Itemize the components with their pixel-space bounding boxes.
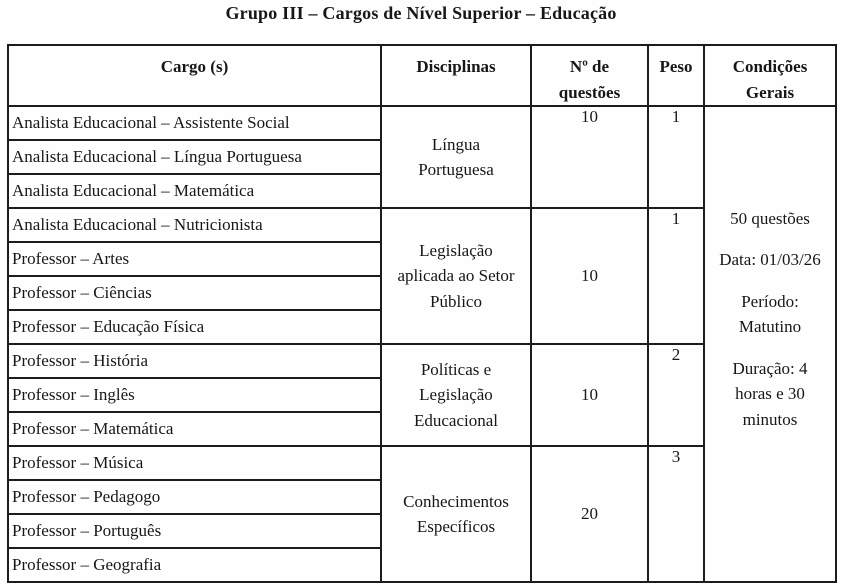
peso-cell: 3 — [647, 445, 705, 583]
cargo-cell: Professor – Ciências — [7, 275, 382, 311]
num-questoes-cell: 20 — [530, 445, 649, 583]
table-row: Professor – Inglês — [7, 377, 836, 413]
table-row: Professor – Geografia — [7, 547, 836, 583]
table-row: Professor – Música Conhecimentos Específ… — [7, 445, 836, 583]
column-header-num-questoes: Nº de questões — [530, 44, 649, 107]
table-row: Professor – Ciências — [7, 275, 836, 311]
cargo-cell: Analista Educacional – Nutricionista — [7, 207, 382, 243]
cargo-cell: Professor – Educação Física — [7, 309, 382, 345]
disciplina-cell-lingua-portuguesa: Língua Portuguesa — [380, 105, 532, 209]
cargo-cell: Analista Educacional – Assistente Social — [7, 105, 382, 141]
table-row: Professor – Matemática — [7, 411, 836, 447]
cargo-cell: Professor – História — [7, 343, 382, 379]
table-row: Analista Educacional – Assistente Social… — [7, 105, 837, 583]
condicoes-total-questoes: 50 questões — [730, 208, 810, 228]
table-row: Professor – Pedagogo — [7, 479, 836, 515]
cargo-cell: Professor – Artes — [7, 241, 382, 277]
cargo-cell: Professor – Música — [7, 445, 382, 481]
exam-table: Cargo (s) Disciplinas Nº de questões Pes… — [7, 44, 837, 583]
peso-cell: 2 — [647, 343, 705, 447]
table-row: Professor – Educação Física — [7, 309, 836, 345]
condicoes-periodo: Período: Matutino — [738, 291, 802, 337]
condicoes-data: Data: 01/03/26 — [719, 250, 821, 270]
column-header-disciplinas: Disciplinas — [380, 44, 532, 107]
table-row: Professor – História Políticas e Legisla… — [7, 343, 836, 447]
cargo-cell: Analista Educacional – Língua Portuguesa — [7, 139, 382, 175]
table-row: Professor – Português — [7, 513, 836, 549]
header-row: Cargo (s) Disciplinas Nº de questões Pes… — [7, 44, 837, 107]
peso-cell: 1 — [647, 207, 705, 345]
column-header-cargo: Cargo (s) — [7, 44, 382, 107]
num-questoes-cell: 10 — [530, 343, 649, 447]
table-row: Analista Educacional – Língua Portuguesa — [7, 139, 836, 175]
disciplina-cell-legislacao-setor-publico: Legislação aplicada ao Setor Público — [380, 207, 532, 345]
table-row: Professor – Artes — [7, 241, 836, 277]
cargo-cell: Professor – Português — [7, 513, 382, 549]
cargo-cell: Professor – Geografia — [7, 547, 382, 583]
cargo-cell: Professor – Matemática — [7, 411, 382, 447]
column-header-peso: Peso — [647, 44, 705, 107]
condicoes-gerais-cell: 50 questões Data: 01/03/26 Período: Matu… — [703, 105, 837, 583]
column-header-condicoes-gerais: Condições Gerais — [703, 44, 837, 107]
disciplina-cell-politicas-legislacao-educacional: Políticas e Legislação Educacional — [380, 343, 532, 447]
num-questoes-cell: 10 — [530, 207, 649, 345]
peso-cell: 1 — [647, 105, 705, 209]
cargo-cell: Professor – Pedagogo — [7, 479, 382, 515]
num-questoes-cell: 10 — [530, 105, 649, 209]
cargo-cell: Analista Educacional – Matemática — [7, 173, 382, 209]
disciplina-cell-conhecimentos-especificos: Conhecimentos Específicos — [380, 445, 532, 583]
page-title: Grupo III – Cargos de Nível Superior – E… — [225, 3, 617, 23]
condicoes-duracao: Duração: 4 horas e 30 minutos — [732, 358, 808, 429]
cargo-cell: Professor – Inglês — [7, 377, 382, 413]
table-row: Analista Educacional – Nutricionista Leg… — [7, 207, 836, 345]
table-row: Analista Educacional – Matemática — [7, 173, 836, 209]
